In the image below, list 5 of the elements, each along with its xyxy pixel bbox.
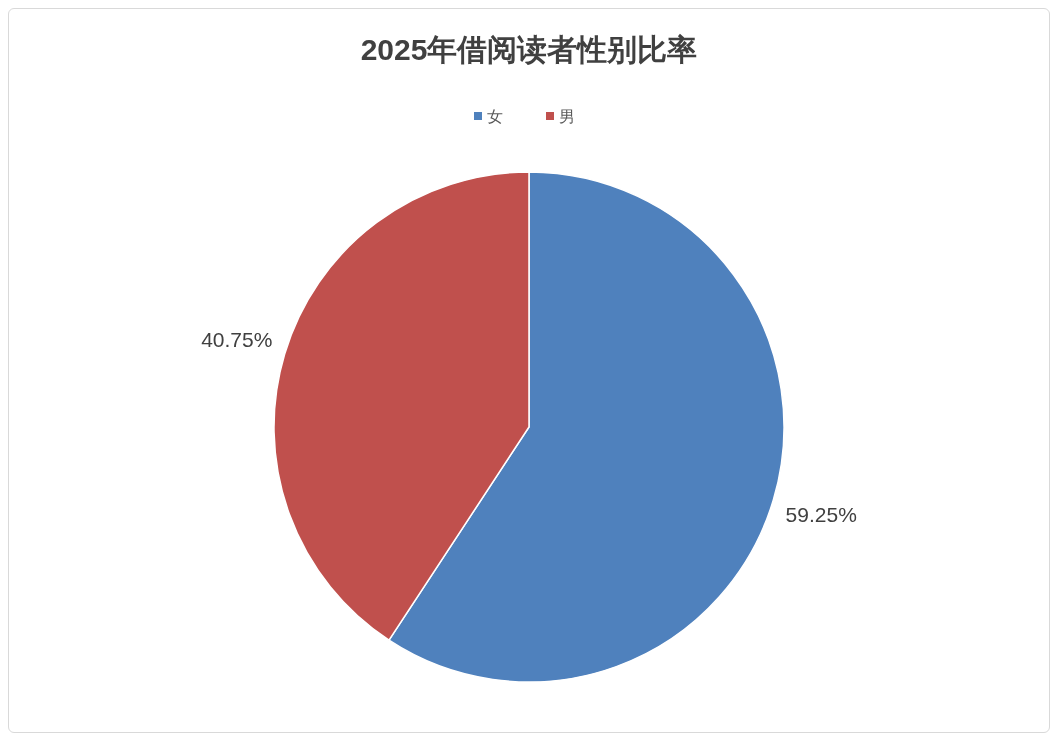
legend-label: 男 xyxy=(559,107,575,125)
chart-title: 2025年借阅读者性别比率 xyxy=(360,32,698,66)
legend-label: 女 xyxy=(487,107,503,125)
data-label: 59.25% xyxy=(785,502,857,526)
data-label: 40.75% xyxy=(201,328,273,352)
